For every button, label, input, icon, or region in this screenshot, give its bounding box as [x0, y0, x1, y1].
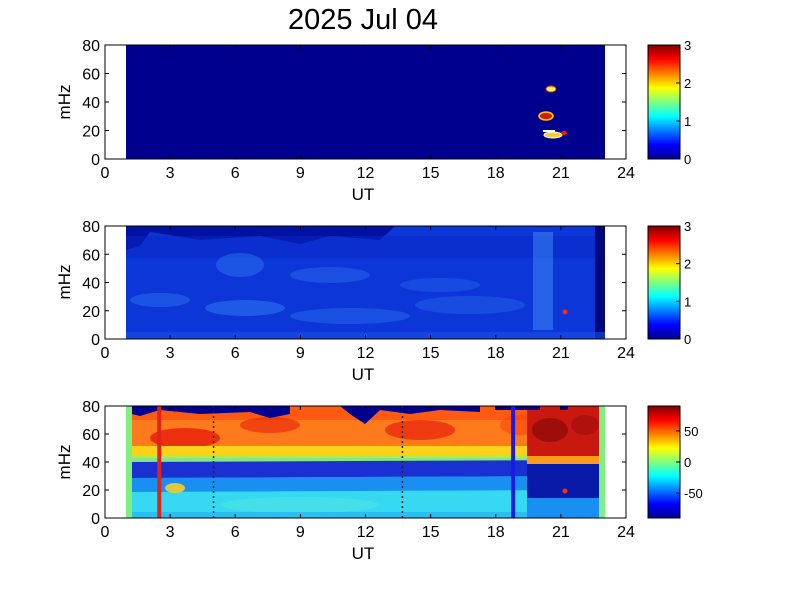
- y-tick-label: 60: [82, 67, 100, 84]
- x-tick-label: 6: [231, 165, 240, 182]
- panel-1-x-ticks: 0 3 6 9 12 15 18 21 24: [101, 45, 635, 182]
- x-tick-label: 0: [101, 524, 110, 541]
- y-tick-label: 60: [82, 427, 100, 444]
- y-tick-label: 20: [82, 124, 100, 141]
- x-tick-label: 3: [166, 524, 175, 541]
- x-tick-label: 15: [422, 524, 440, 541]
- x-tick-label: 21: [552, 345, 570, 362]
- x-tick-label: 21: [552, 524, 570, 541]
- panel-2-colorbar-ticks: 0 1 2 3: [676, 219, 691, 347]
- panel-2-marker: [562, 309, 568, 315]
- panel-3-edge-right: [599, 406, 605, 518]
- panel-3-edge-left: [126, 406, 132, 518]
- colorbar-tick-label: 2: [684, 76, 691, 91]
- panel-1-colorbar: [647, 44, 681, 160]
- panel-3-y-ticks: 0 20 40 60 80: [82, 399, 626, 528]
- colorbar-tick-label: 1: [684, 114, 691, 129]
- y-tick-label: 80: [82, 399, 100, 416]
- colorbar-tick-label: 50: [684, 424, 698, 439]
- colorbar-tick-label: 0: [684, 332, 691, 347]
- panel-2-y-ticks: 0 20 40 60 80: [82, 219, 626, 349]
- x-tick-label: 3: [166, 165, 175, 182]
- panel-3-marker: [562, 488, 568, 494]
- colorbar-tick-label: 0: [684, 455, 691, 470]
- panel-3-bands: [132, 406, 599, 518]
- hotspot: [543, 131, 563, 139]
- y-tick-label: 0: [91, 152, 100, 169]
- x-tick-label: 12: [357, 524, 375, 541]
- y-tick-label: 80: [82, 38, 100, 55]
- panel-1-ylabel: mHz: [55, 85, 74, 120]
- panel-2-colorbar: [647, 225, 681, 340]
- x-tick-label: 9: [296, 524, 305, 541]
- panel-1-xlabel: UT: [352, 185, 375, 204]
- y-tick-label: 40: [82, 95, 100, 112]
- y-tick-label: 80: [82, 219, 100, 236]
- hotspot: [561, 131, 567, 135]
- panel-3-colorbar: [647, 405, 681, 519]
- colorbar-tick-label: 1: [684, 294, 691, 309]
- x-tick-label: 18: [487, 345, 505, 362]
- panel-2-xlabel: UT: [352, 365, 375, 384]
- panel-2-ylabel: mHz: [55, 265, 74, 300]
- y-tick-label: 0: [91, 511, 100, 528]
- x-tick-label: 18: [487, 165, 505, 182]
- x-tick-label: 24: [617, 345, 635, 362]
- y-tick-label: 60: [82, 247, 100, 264]
- y-tick-label: 20: [82, 483, 100, 500]
- panel-2-x-ticks: 0 3 6 9 12 15 18 21 24: [101, 226, 635, 362]
- x-tick-label: 12: [357, 345, 375, 362]
- panel-3-x-ticks: 0 3 6 9 12 15 18 21 24: [101, 406, 635, 541]
- colorbar-tick-label: 3: [684, 38, 691, 53]
- hotspot: [545, 85, 557, 93]
- panel-3: 0 3 6 9 12 15 18 21 24 0 20 40 60 80 UT mHz 50 0 -50: [55, 399, 703, 563]
- panel-1-colorbar-ticks: 0 1 2 3: [676, 38, 691, 167]
- x-tick-label: 3: [166, 345, 175, 362]
- x-tick-label: 15: [422, 165, 440, 182]
- x-tick-label: 0: [101, 165, 110, 182]
- x-tick-label: 9: [296, 165, 305, 182]
- x-tick-label: 6: [231, 524, 240, 541]
- x-tick-label: 24: [617, 524, 635, 541]
- colorbar-tick-label: 3: [684, 219, 691, 234]
- x-tick-label: 18: [487, 524, 505, 541]
- colorbar-tick-label: 0: [684, 152, 691, 167]
- colorbar-tick-label: -50: [684, 486, 703, 501]
- hotspot: [543, 130, 555, 132]
- y-tick-label: 20: [82, 304, 100, 321]
- x-tick-label: 6: [231, 345, 240, 362]
- x-tick-label: 12: [357, 165, 375, 182]
- x-tick-label: 15: [422, 345, 440, 362]
- panel-1-hotspots: [538, 85, 567, 139]
- x-tick-label: 21: [552, 165, 570, 182]
- x-tick-label: 24: [617, 165, 635, 182]
- panel-3-colorbar-ticks: 50 0 -50: [676, 424, 703, 501]
- colorbar-tick-label: 2: [684, 257, 691, 272]
- figure-title: 2025 Jul 04: [288, 4, 438, 36]
- y-tick-label: 0: [91, 332, 100, 349]
- panel-3-vertical-lines: [157, 406, 516, 518]
- x-tick-label: 0: [101, 345, 110, 362]
- panel-3-xlabel: UT: [352, 544, 375, 563]
- y-tick-label: 40: [82, 276, 100, 293]
- y-tick-label: 40: [82, 455, 100, 472]
- panel-1-heatmap-background: [126, 45, 605, 159]
- panel-1-y-ticks: 0 20 40 60 80: [82, 38, 626, 169]
- panel-3-ylabel: mHz: [55, 445, 74, 480]
- hotspot: [538, 111, 554, 121]
- x-tick-label: 9: [296, 345, 305, 362]
